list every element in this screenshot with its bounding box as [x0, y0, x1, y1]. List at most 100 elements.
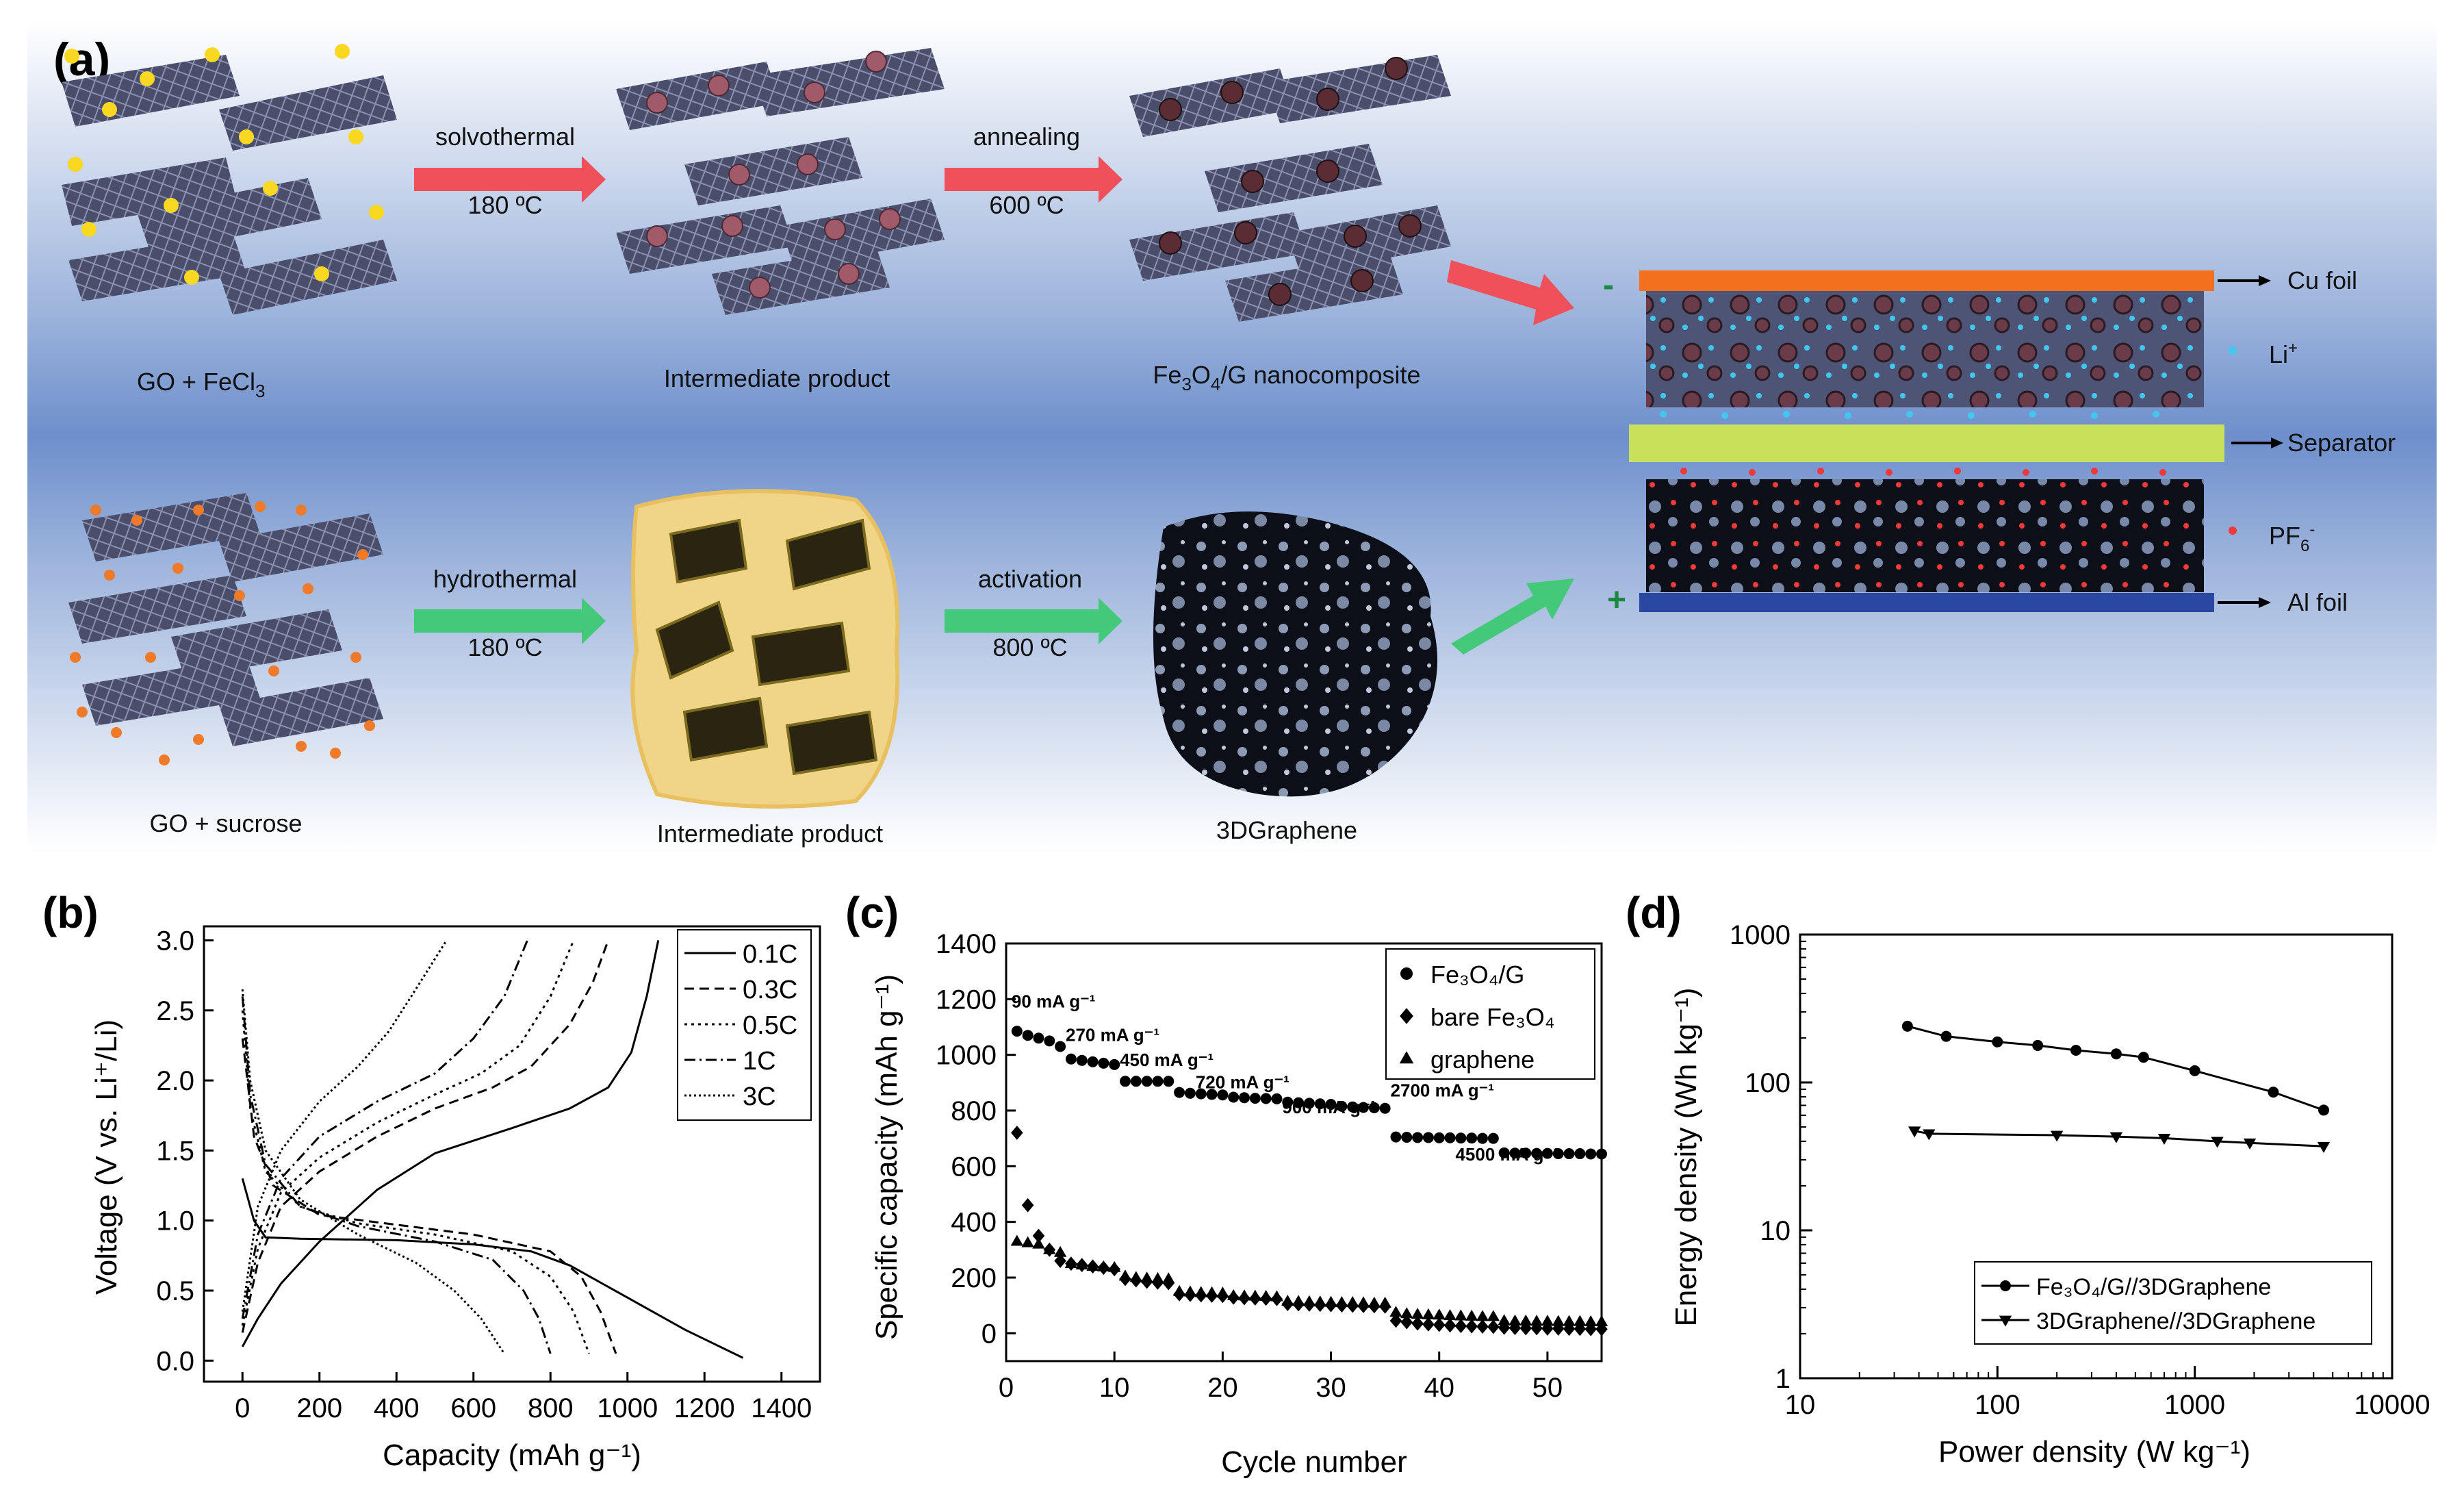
- panel-b-xtick-label: 600: [450, 1393, 496, 1423]
- panel-b-series-0.5C-charge: [241, 939, 575, 1326]
- panel-c-point-circle: [1531, 1147, 1543, 1159]
- hydrothermal-arrow: hydrothermal 180 ºC: [414, 565, 606, 661]
- panel-d-point-triangle-down: [2109, 1132, 2123, 1143]
- panel-d-series-line: [1907, 1025, 2324, 1111]
- panel-b-series: [241, 939, 744, 1359]
- panel-c-point-diamond: [1584, 1321, 1597, 1336]
- activation-label: activation: [978, 565, 1082, 593]
- panel-c-point-triangle: [1476, 1310, 1489, 1321]
- panel-c-point-circle: [1314, 1098, 1326, 1110]
- panel-c-point-circle: [1466, 1132, 1478, 1144]
- panel-c-point-triangle: [1118, 1269, 1132, 1281]
- panel-d-label: (d): [1626, 888, 1682, 937]
- panel-d-point-triangle-down: [2157, 1133, 2171, 1145]
- separator-layer: [1629, 424, 2224, 462]
- fe3o4-g-nanocomposite-illustration: [1129, 55, 1451, 322]
- hybrid-capacitor-device: - + Cu foil Li+ Separator PF6- Al foil: [1603, 266, 2396, 618]
- panel-c-point-circle: [1109, 1058, 1120, 1070]
- panel-b-series-3C-discharge: [241, 989, 506, 1354]
- panel-c-ytick-label: 0: [981, 1319, 997, 1349]
- panel-c-xtick-label: 40: [1424, 1373, 1454, 1403]
- panel-c-point-circle: [1239, 1092, 1250, 1104]
- panel-c-point-triangle: [1183, 1285, 1197, 1297]
- panel-c-point-triangle: [1032, 1237, 1045, 1249]
- panel-b-legend: 0.1C 0.3C 0.5C 1C 3C: [677, 929, 812, 1121]
- cu-foil-layer: [1639, 270, 2214, 291]
- panel-d-point-triangle-down: [2211, 1137, 2224, 1148]
- panel-c-point-circle: [1563, 1148, 1575, 1160]
- panel-b-xtick-label: 1000: [597, 1393, 658, 1423]
- panel-c-point-diamond: [1011, 1126, 1023, 1140]
- panel-c-point-triangle: [1302, 1295, 1316, 1306]
- panel-b-xtick-label: 1200: [674, 1393, 735, 1423]
- panel-c-ytick-label: 600: [951, 1152, 997, 1182]
- panel-d-point-circle: [1940, 1030, 1952, 1042]
- panel-c-point-circle: [1120, 1076, 1131, 1087]
- panel-c-point-circle: [1303, 1098, 1315, 1109]
- panel-c-point-circle: [1455, 1132, 1467, 1144]
- panel-c-point-circle: [1033, 1032, 1044, 1044]
- panel-c-point-triangle: [1216, 1286, 1229, 1298]
- panel-c-point-circle: [1444, 1132, 1456, 1143]
- panel-c-point-triangle: [1064, 1257, 1078, 1269]
- panel-b-chart: (b) 0 200 400 600 800 1000 1200 1400 0.0 0.5 1.0 1.…: [42, 888, 821, 1472]
- panel-c-ytick-label: 200: [951, 1263, 997, 1293]
- panel-c-point-triangle: [1552, 1315, 1565, 1326]
- panel-d-point-circle: [2070, 1045, 2082, 1056]
- panel-c-legend-marker: [1400, 967, 1413, 980]
- panel-b-axes: 0 200 400 600 800 1000 1200 1400 0.0 0.5 1.0 1.5 2.0…: [156, 926, 812, 1423]
- panel-b-ytick-label: 2.0: [156, 1066, 194, 1096]
- panel-c-point-circle: [1076, 1054, 1088, 1066]
- panel-c-point-circle: [1044, 1035, 1055, 1047]
- solvothermal-temp: 180 ºC: [467, 191, 542, 219]
- panel-d-ytick-label: 1: [1775, 1364, 1791, 1394]
- panel-b-xtick-label: 800: [528, 1393, 574, 1423]
- panel-c-point-circle: [1217, 1089, 1229, 1101]
- panel-c-point-diamond: [1552, 1321, 1565, 1336]
- panel-b-ytick-label: 2.5: [156, 996, 194, 1026]
- panel-c-ytick-label: 800: [951, 1096, 997, 1126]
- annealing-arrow: annealing 600 ºC: [945, 123, 1122, 219]
- panel-c-xtick-label: 10: [1099, 1373, 1130, 1403]
- panel-c-label: (c): [845, 888, 899, 937]
- panel-d-xtick-label: 1000: [2164, 1390, 2225, 1420]
- panel-d-point-triangle-down: [2317, 1141, 2331, 1153]
- solvothermal-arrow: solvothermal 180 ºC: [414, 123, 606, 219]
- panel-c-point-circle: [1477, 1132, 1488, 1144]
- panel-d-point-circle: [2318, 1104, 2330, 1116]
- panel-c-point-triangle: [1357, 1296, 1370, 1308]
- panel-c-point-triangle: [1487, 1310, 1500, 1321]
- panel-b-ytick-label: 1.5: [156, 1136, 194, 1166]
- panel-c-point-diamond: [1443, 1318, 1456, 1333]
- panel-c-point-circle: [1174, 1087, 1185, 1098]
- panel-d-legend-marker: [2000, 1280, 2011, 1291]
- panel-c-ytick-label: 1400: [936, 929, 997, 959]
- panel-b-series-0.1C-discharge: [241, 1178, 744, 1359]
- panel-c-point-circle: [1585, 1148, 1597, 1160]
- panel-c-point-triangle: [1335, 1296, 1348, 1307]
- panel-c-point-circle: [1487, 1132, 1499, 1144]
- panel-b-ylabel: Voltage (V vs. Li⁺/Li): [90, 1019, 123, 1295]
- panel-c-point-diamond: [1530, 1321, 1543, 1336]
- panel-c-point-triangle: [1465, 1309, 1478, 1321]
- panel-c-point-diamond: [1454, 1319, 1467, 1334]
- panel-c-point-circle: [1055, 1041, 1066, 1052]
- go-sucrose-label: GO + sucrose: [149, 809, 302, 837]
- panel-c-point-triangle: [1595, 1315, 1608, 1327]
- panel-b-series-1C-discharge: [241, 996, 552, 1354]
- panel-d-point-circle: [2138, 1052, 2149, 1063]
- panel-c-point-diamond: [1476, 1319, 1489, 1334]
- al-foil-label: Al foil: [2287, 588, 2348, 616]
- panel-c-point-triangle: [1378, 1296, 1391, 1308]
- panel-c-point-circle: [1498, 1147, 1510, 1158]
- panel-a: (a) GO + FeCl3 solvothermal 180 ºC: [27, 21, 2437, 852]
- panel-b-xlabel: Capacity (mAh g⁻¹): [383, 1438, 641, 1472]
- panel-b-ytick-label: 0.0: [156, 1346, 194, 1376]
- panel-c-xlabel: Cycle number: [1221, 1445, 1407, 1479]
- panel-d-point-triangle-down: [1923, 1129, 1936, 1141]
- panel-b-ytick-label: 1.0: [156, 1206, 194, 1237]
- panel-c-point-triangle: [1270, 1290, 1283, 1302]
- panel-c-point-diamond: [1519, 1321, 1532, 1336]
- hydrothermal-temp: 180 ºC: [467, 633, 542, 661]
- panel-c-point-triangle: [1389, 1306, 1402, 1317]
